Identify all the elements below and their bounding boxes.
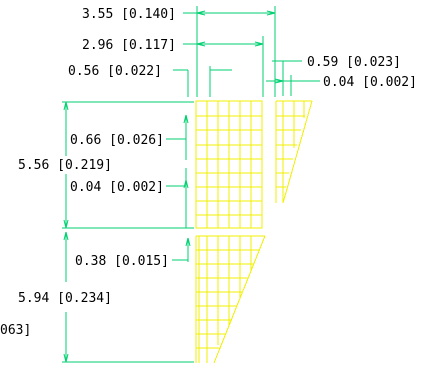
label-overall-width: 3.55 [0.140] (82, 7, 176, 22)
dim-inner-width-arrow-right (254, 41, 264, 47)
label-lower-height: 5.94 [0.234] (18, 291, 112, 306)
dim-lower-arrow-top (63, 231, 69, 241)
dim-upper-arrow-bottom (63, 219, 69, 229)
label-clipped-left: 063] (0, 323, 31, 338)
dim-overall-width-arrow-left (196, 10, 206, 16)
dim-upper-arrow-top (63, 101, 69, 111)
dim-side-thin-arrow (274, 78, 284, 84)
dim-lower-offset-arrow (185, 237, 191, 247)
dim-cell-gap-arrow (183, 179, 189, 189)
label-cell-gap: 0.04 [0.002] (70, 180, 164, 195)
dim-lower-arrow-bottom (63, 353, 69, 363)
dim-inner-width-arrow-left (196, 41, 206, 47)
label-lower-offset: 0.38 [0.015] (75, 254, 169, 269)
dim-overall-width-arrow-right (266, 10, 276, 16)
dimension-lines (62, 6, 320, 363)
label-side-thin: 0.04 [0.002] (323, 75, 417, 90)
label-cell-pitch: 0.66 [0.026] (70, 133, 164, 148)
side-strip-diagonal (282, 100, 313, 204)
dim-cell-pitch-arrow (183, 114, 189, 124)
label-upper-height: 5.56 [0.219] (18, 158, 112, 173)
lower-grid-diagonal (213, 235, 266, 364)
label-left-offset: 0.56 [0.022] (68, 64, 162, 79)
dimension-labels: 3.55 [0.140] 2.96 [0.117] 0.56 [0.022] 0… (0, 7, 417, 338)
part-geometry (195, 100, 313, 364)
label-inner-width: 2.96 [0.117] (82, 38, 176, 53)
label-side-gap: 0.59 [0.023] (307, 55, 401, 70)
